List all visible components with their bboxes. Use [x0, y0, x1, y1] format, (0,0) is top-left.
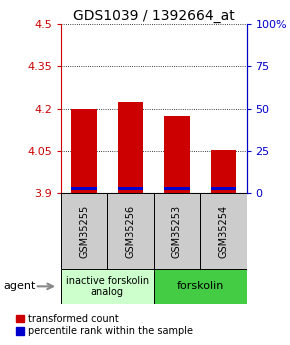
Text: forskolin: forskolin — [176, 282, 224, 291]
Text: inactive forskolin
analog: inactive forskolin analog — [66, 276, 149, 297]
Text: GSM35256: GSM35256 — [126, 205, 135, 258]
Text: GSM35254: GSM35254 — [218, 205, 228, 258]
Text: agent: agent — [3, 282, 35, 291]
Bar — [71, 187, 97, 190]
Bar — [200, 193, 246, 269]
Bar — [61, 193, 107, 269]
Bar — [211, 150, 236, 193]
Bar — [154, 269, 246, 304]
Title: GDS1039 / 1392664_at: GDS1039 / 1392664_at — [73, 9, 235, 23]
Bar — [154, 193, 200, 269]
Text: GSM35253: GSM35253 — [172, 205, 182, 258]
Bar — [107, 193, 154, 269]
Bar — [118, 102, 143, 193]
Text: GSM35255: GSM35255 — [79, 205, 89, 258]
Bar — [71, 109, 97, 193]
Bar — [211, 187, 236, 190]
Bar — [164, 116, 190, 193]
Bar — [164, 187, 190, 190]
Bar — [61, 269, 154, 304]
Legend: transformed count, percentile rank within the sample: transformed count, percentile rank withi… — [17, 314, 193, 336]
Bar — [118, 187, 143, 190]
